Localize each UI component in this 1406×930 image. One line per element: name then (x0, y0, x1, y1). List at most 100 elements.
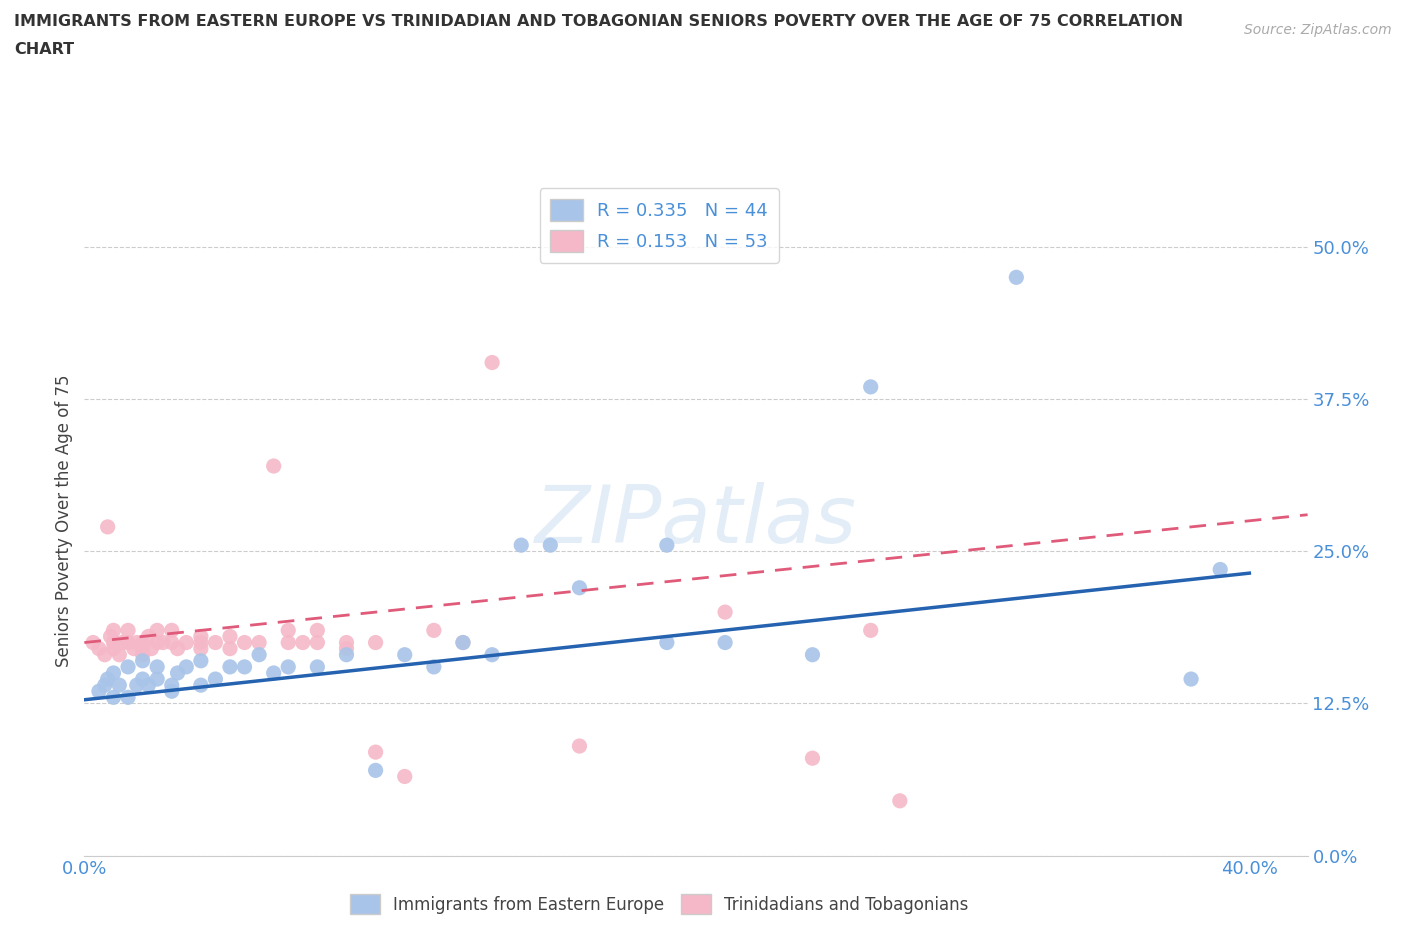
Text: IMMIGRANTS FROM EASTERN EUROPE VS TRINIDADIAN AND TOBAGONIAN SENIORS POVERTY OVE: IMMIGRANTS FROM EASTERN EUROPE VS TRINID… (14, 14, 1184, 29)
Point (103, 666, 125, 681)
Point (190, 635, 212, 650)
Point (263, 666, 285, 681)
Point (859, 623, 882, 638)
Point (335, 635, 357, 650)
Point (103, 690, 125, 705)
Text: Source: ZipAtlas.com: Source: ZipAtlas.com (1244, 23, 1392, 37)
Point (117, 690, 139, 705)
Point (160, 635, 183, 650)
Point (714, 635, 737, 650)
Point (166, 666, 188, 681)
Point (423, 659, 446, 674)
Point (138, 678, 160, 693)
Point (93, 678, 115, 693)
Point (141, 641, 163, 656)
Point (125, 635, 148, 650)
Point (307, 659, 329, 674)
Point (103, 623, 125, 638)
Point (889, 793, 911, 808)
Point (131, 635, 153, 650)
Point (219, 641, 242, 656)
Point (1005, 270, 1028, 285)
Point (87, 684, 110, 698)
Point (93, 647, 115, 662)
Point (117, 659, 139, 674)
Point (538, 538, 561, 552)
Point (364, 745, 387, 760)
Point (263, 458, 285, 473)
Point (146, 659, 169, 674)
Point (190, 654, 212, 669)
Point (568, 738, 591, 753)
Point (394, 647, 416, 662)
Point (568, 580, 591, 595)
Point (97, 520, 120, 535)
Point (364, 635, 387, 650)
Point (82, 635, 104, 650)
Point (190, 629, 212, 644)
Point (801, 647, 824, 662)
Point (277, 623, 299, 638)
Point (97, 671, 120, 686)
Point (423, 623, 446, 638)
Point (655, 538, 678, 552)
Point (103, 635, 125, 650)
Point (131, 647, 153, 662)
Point (204, 635, 226, 650)
Point (247, 635, 270, 650)
Point (247, 647, 270, 662)
Point (131, 671, 153, 686)
Point (204, 671, 226, 686)
Point (190, 641, 212, 656)
Point (801, 751, 824, 765)
Point (111, 635, 134, 650)
Point (714, 604, 737, 619)
Point (859, 379, 882, 394)
Text: ZIPatlas: ZIPatlas (534, 482, 858, 560)
Point (146, 671, 169, 686)
Point (364, 763, 387, 777)
Point (481, 647, 503, 662)
Point (510, 538, 533, 552)
Point (100, 629, 122, 644)
Point (233, 659, 256, 674)
Point (307, 623, 329, 638)
Point (146, 623, 169, 638)
Point (160, 684, 183, 698)
Point (655, 635, 678, 650)
Point (307, 635, 329, 650)
Point (219, 629, 242, 644)
Point (174, 659, 197, 674)
Point (190, 678, 212, 693)
Point (160, 678, 183, 693)
Point (451, 635, 474, 650)
Point (125, 678, 148, 693)
Point (233, 635, 256, 650)
Point (1180, 671, 1202, 686)
Point (160, 623, 183, 638)
Point (291, 635, 314, 650)
Point (335, 641, 357, 656)
Point (131, 654, 153, 669)
Legend: Immigrants from Eastern Europe, Trinidadians and Tobagonians: Immigrants from Eastern Europe, Trinidad… (343, 887, 976, 921)
Point (138, 629, 160, 644)
Point (108, 678, 131, 693)
Point (277, 659, 299, 674)
Point (166, 641, 188, 656)
Point (103, 641, 125, 656)
Point (394, 769, 416, 784)
Point (451, 635, 474, 650)
Point (117, 623, 139, 638)
Point (1209, 562, 1232, 577)
Y-axis label: Seniors Poverty Over the Age of 75: Seniors Poverty Over the Age of 75 (55, 375, 73, 667)
Point (122, 641, 145, 656)
Point (117, 635, 139, 650)
Point (481, 355, 503, 370)
Point (152, 635, 174, 650)
Point (277, 635, 299, 650)
Point (219, 659, 242, 674)
Text: CHART: CHART (14, 42, 75, 57)
Point (87, 641, 110, 656)
Point (146, 635, 169, 650)
Point (108, 647, 131, 662)
